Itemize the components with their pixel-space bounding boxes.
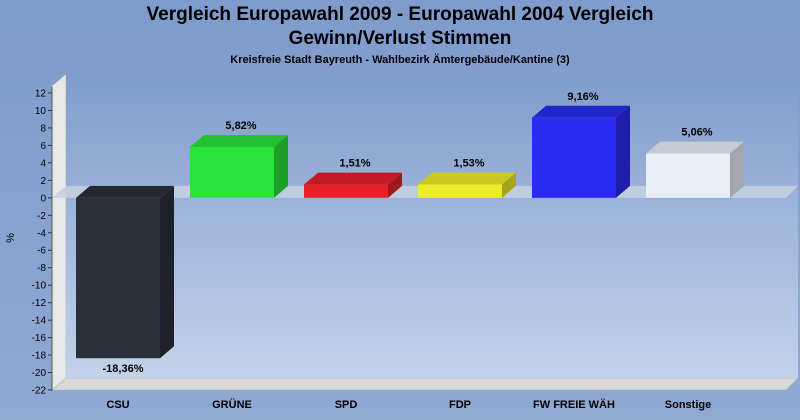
bar-fdp — [418, 172, 516, 198]
bar-front — [76, 197, 160, 359]
plot-background — [66, 74, 798, 378]
chart-subtitle: Gewinn/Verlust Stimmen — [288, 28, 512, 49]
chart-region-label: Kreisfreie Stadt Bayreuth - Wahlbezirk Ä… — [230, 54, 570, 66]
bar-gr-ne — [190, 134, 288, 198]
y-tick-label: -2 — [37, 211, 46, 222]
y-tick-label: 4 — [40, 158, 46, 169]
bar-spd — [304, 172, 402, 198]
bar-side — [274, 134, 288, 198]
x-category-label: SPD — [335, 399, 358, 411]
data-label: 5,82% — [225, 120, 256, 132]
y-axis: 12 10 8 6 4 2 0 -2 -4 -6 -8 -10 -12 -14 -16 -18 -20 -22 — [32, 87, 53, 397]
y-tick-label: 6 — [40, 141, 46, 152]
y-tick-label: -10 — [32, 281, 47, 292]
bar-top — [190, 134, 288, 147]
bar-csu — [76, 185, 174, 359]
y-tick-label: -8 — [37, 263, 46, 274]
bar-front — [418, 184, 502, 198]
data-label: 1,51% — [339, 158, 370, 170]
bar-front — [304, 184, 388, 198]
floor — [51, 377, 799, 391]
bar-fw-freie-w-h — [532, 105, 630, 198]
category-labels: CSU GRÜNE SPD FDP FW FREIE WÄH Sonstige — [106, 398, 711, 411]
data-label: 1,53% — [453, 157, 484, 169]
y-tick-label: -4 — [37, 228, 46, 239]
y-tick-label: 8 — [40, 123, 46, 134]
y-tick-label: -16 — [32, 333, 47, 344]
bar-sonstige — [646, 141, 744, 198]
x-category-label: Sonstige — [665, 399, 711, 411]
bar-top — [304, 172, 402, 185]
y-tick-label: 12 — [35, 89, 47, 100]
bar-top — [76, 185, 174, 198]
data-label: -18,36% — [103, 363, 144, 375]
bar-side — [730, 141, 744, 198]
bar-front — [532, 117, 616, 198]
x-category-label: GRÜNE — [212, 398, 252, 411]
y-tick-label: -14 — [32, 316, 47, 327]
y-tick-label: 10 — [35, 106, 47, 117]
y-tick-label: 2 — [40, 176, 46, 187]
y-tick-label: -6 — [37, 246, 46, 257]
bar-side — [160, 185, 174, 359]
x-category-label: FDP — [449, 399, 471, 411]
y-tick-label: -22 — [32, 386, 47, 397]
bar-top — [532, 105, 630, 118]
bar-front — [646, 153, 730, 198]
data-label: 5,06% — [681, 127, 712, 139]
bar-top — [646, 141, 744, 154]
y-tick-label: 0 — [40, 193, 46, 204]
y-tick-label: -12 — [32, 298, 47, 309]
bar-side — [502, 172, 516, 198]
bar-side — [616, 105, 630, 198]
bars-group: -18,36% 5,82% 1,51% 1,53% 9,16% 5,06% — [76, 91, 744, 375]
y-tick-label: -20 — [32, 368, 47, 379]
chart-title: Vergleich Europawahl 2009 - Europawahl 2… — [146, 4, 654, 25]
left-wall — [51, 73, 67, 391]
x-category-label: FW FREIE WÄH — [533, 398, 615, 411]
bar-front — [190, 146, 274, 198]
bar-top — [418, 172, 516, 185]
x-category-label: CSU — [106, 399, 129, 411]
y-axis-label: % — [5, 233, 17, 243]
bar-side — [388, 172, 402, 198]
y-tick-label: -18 — [32, 351, 47, 362]
data-label: 9,16% — [567, 91, 598, 103]
